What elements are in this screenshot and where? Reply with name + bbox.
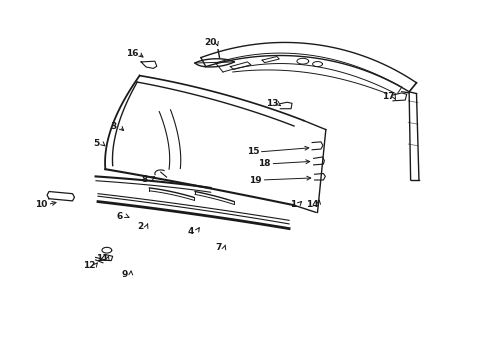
Text: 4: 4 bbox=[188, 227, 195, 236]
Polygon shape bbox=[141, 61, 157, 68]
Text: 2: 2 bbox=[138, 222, 144, 231]
Text: 10: 10 bbox=[35, 200, 48, 209]
Text: 1: 1 bbox=[290, 199, 296, 209]
Text: 3: 3 bbox=[111, 122, 117, 131]
Text: 20: 20 bbox=[204, 38, 217, 47]
Text: 11: 11 bbox=[96, 254, 108, 263]
Text: 5: 5 bbox=[93, 139, 99, 148]
Text: 18: 18 bbox=[258, 159, 271, 168]
Polygon shape bbox=[393, 93, 407, 101]
Polygon shape bbox=[47, 192, 74, 201]
Text: 16: 16 bbox=[126, 49, 139, 58]
Text: 19: 19 bbox=[249, 176, 262, 185]
Text: 17: 17 bbox=[382, 92, 394, 101]
Text: 7: 7 bbox=[215, 243, 222, 252]
Text: 12: 12 bbox=[83, 261, 96, 270]
Text: 14: 14 bbox=[306, 200, 319, 209]
Text: 15: 15 bbox=[246, 148, 259, 157]
Text: 9: 9 bbox=[122, 270, 128, 279]
Text: 13: 13 bbox=[266, 99, 278, 108]
Text: 6: 6 bbox=[117, 212, 123, 220]
Text: 8: 8 bbox=[142, 175, 147, 184]
